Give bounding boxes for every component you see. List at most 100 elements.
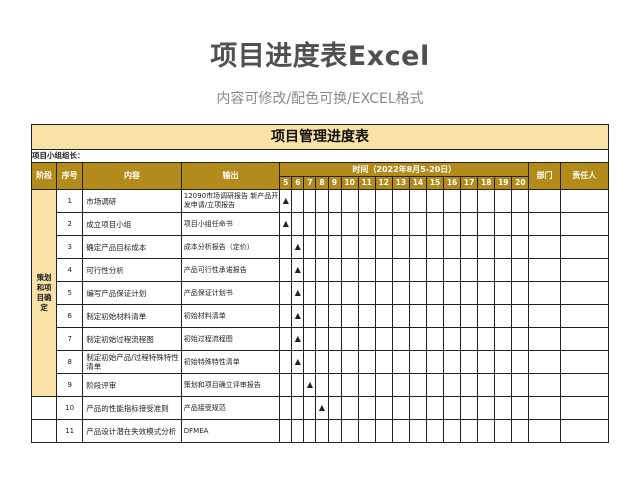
row-number[interactable]: 3 [56,235,84,259]
day-cell[interactable] [279,350,293,374]
day-cell[interactable] [279,396,293,420]
day-cell[interactable] [460,212,479,236]
owner-cell[interactable] [559,189,609,213]
day-cell[interactable] [391,419,410,443]
day-cell[interactable] [327,258,342,282]
owner-cell[interactable] [559,350,609,374]
day-cell[interactable] [315,419,329,443]
day-cell[interactable] [357,189,376,213]
day-cell[interactable] [357,258,376,282]
row-number[interactable]: 5 [56,281,84,305]
day-cell[interactable] [477,419,496,443]
day-cell[interactable] [327,212,342,236]
day-cell[interactable] [511,419,530,443]
day-cell[interactable] [279,235,293,259]
day-cell[interactable] [340,396,359,420]
owner-cell[interactable] [559,419,609,443]
day-cell[interactable] [315,327,329,351]
day-cell[interactable] [374,396,393,420]
day-cell[interactable] [374,373,393,397]
day-cell[interactable] [494,281,513,305]
day-cell[interactable] [408,212,427,236]
day-cell[interactable] [408,396,427,420]
day-cell[interactable] [279,419,293,443]
day-cell[interactable] [357,396,376,420]
milestone-marker[interactable]: ▲ [291,350,305,374]
day-cell[interactable] [477,327,496,351]
day-cell[interactable] [303,327,317,351]
day-cell[interactable] [327,304,342,328]
day-cell[interactable] [279,373,293,397]
day-cell[interactable] [279,304,293,328]
day-cell[interactable] [315,212,329,236]
day-cell[interactable] [291,419,305,443]
row-number[interactable]: 9 [56,373,84,397]
day-cell[interactable] [374,304,393,328]
day-cell[interactable] [279,327,293,351]
day-cell[interactable] [315,189,329,213]
day-cell[interactable] [303,281,317,305]
day-cell[interactable] [391,327,410,351]
day-cell[interactable] [374,281,393,305]
day-cell[interactable] [303,258,317,282]
day-cell[interactable] [340,235,359,259]
day-cell[interactable] [477,281,496,305]
day-cell[interactable] [443,419,462,443]
day-cell[interactable] [477,350,496,374]
row-number[interactable]: 8 [56,350,84,374]
milestone-marker[interactable]: ▲ [279,212,293,236]
dept-cell[interactable] [528,396,561,420]
row-number[interactable]: 6 [56,304,84,328]
day-cell[interactable] [477,189,496,213]
dept-cell[interactable] [528,419,561,443]
day-cell[interactable] [291,373,305,397]
day-cell[interactable] [303,419,317,443]
day-cell[interactable] [315,281,329,305]
day-cell[interactable] [340,304,359,328]
day-cell[interactable] [443,304,462,328]
day-cell[interactable] [460,350,479,374]
dept-cell[interactable] [528,212,561,236]
day-cell[interactable] [460,373,479,397]
day-cell[interactable] [340,419,359,443]
day-cell[interactable] [460,396,479,420]
output-cell[interactable]: 初始特殊特性清单 [180,350,281,374]
content-cell[interactable]: 制定初始产品/过程特殊特性清单 [82,350,182,374]
day-cell[interactable] [357,235,376,259]
day-cell[interactable] [425,304,445,328]
day-cell[interactable] [425,419,445,443]
row-number[interactable]: 4 [56,258,84,282]
day-cell[interactable] [303,350,317,374]
day-cell[interactable] [477,304,496,328]
owner-cell[interactable] [559,304,609,328]
row-number[interactable]: 7 [56,327,84,351]
day-cell[interactable] [408,327,427,351]
day-cell[interactable] [494,327,513,351]
day-cell[interactable] [391,350,410,374]
day-cell[interactable] [340,350,359,374]
output-cell[interactable]: 产品保证计划书 [180,281,281,305]
day-cell[interactable] [477,258,496,282]
day-cell[interactable] [408,350,427,374]
output-cell[interactable]: 策划和项目确立评审报告 [180,373,281,397]
day-cell[interactable] [494,235,513,259]
day-cell[interactable] [511,212,530,236]
day-cell[interactable] [443,281,462,305]
day-cell[interactable] [357,373,376,397]
day-cell[interactable] [408,373,427,397]
milestone-marker[interactable]: ▲ [291,304,305,328]
dept-cell[interactable] [528,235,561,259]
day-cell[interactable] [477,373,496,397]
day-cell[interactable] [511,396,530,420]
day-cell[interactable] [443,327,462,351]
day-cell[interactable] [494,350,513,374]
owner-cell[interactable] [559,258,609,282]
day-cell[interactable] [511,258,530,282]
day-cell[interactable] [443,189,462,213]
day-cell[interactable] [357,212,376,236]
milestone-marker[interactable]: ▲ [291,281,305,305]
day-cell[interactable] [494,373,513,397]
day-cell[interactable] [279,281,293,305]
day-cell[interactable] [374,212,393,236]
day-cell[interactable] [327,281,342,305]
